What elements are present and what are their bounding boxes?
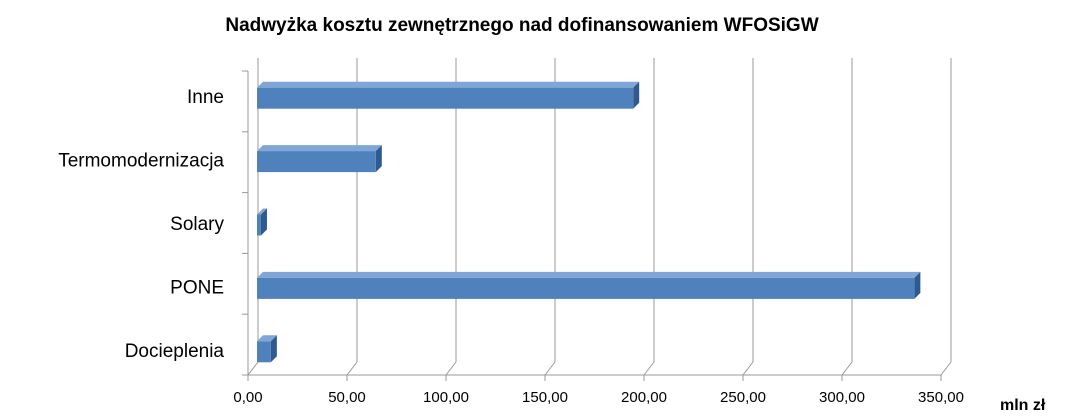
- bar-front: [257, 214, 261, 236]
- y-tick-label: PONE: [170, 277, 224, 298]
- y-tick-label: Termomodernizacja: [58, 151, 224, 172]
- grid-line: [940, 361, 952, 376]
- x-tick-label: 200,00: [621, 389, 667, 406]
- x-tick-label: 150,00: [522, 389, 568, 406]
- bar: [257, 335, 277, 363]
- bar-top: [257, 335, 277, 342]
- grid-line: [742, 361, 754, 376]
- y-tick-label: Solary: [170, 214, 224, 235]
- bar: [257, 145, 382, 173]
- grid-line: [643, 361, 655, 376]
- grid-line: [841, 361, 853, 376]
- bar-front: [257, 277, 915, 299]
- x-tick-label: 50,00: [328, 389, 366, 406]
- bar: [257, 81, 640, 109]
- x-tick-label: 100,00: [423, 389, 469, 406]
- bar-top: [257, 271, 921, 278]
- grid-line: [544, 361, 556, 376]
- bar-side: [270, 335, 277, 363]
- bar-top: [257, 145, 382, 152]
- bar-front: [257, 151, 376, 173]
- x-tick-label: 250,00: [720, 389, 766, 406]
- chart-title: Nadwyżka kosztu zewnętrznego nad dofinan…: [225, 15, 818, 36]
- x-axis-label: mln zł: [1000, 397, 1046, 414]
- grid-line: [247, 361, 259, 376]
- bar-top: [257, 81, 640, 88]
- x-tick-label: 350,00: [918, 389, 964, 406]
- bar-front: [257, 87, 634, 109]
- bar-side: [633, 81, 640, 109]
- grid-line: [445, 361, 457, 376]
- y-tick-label: Inne: [187, 87, 224, 108]
- bar-top: [257, 208, 267, 215]
- grid-line: [346, 361, 358, 376]
- bar: [257, 208, 267, 236]
- bar-front: [257, 341, 271, 363]
- x-tick-label: 300,00: [819, 389, 865, 406]
- bar: [257, 271, 921, 299]
- x-tick-label: 0,00: [233, 389, 262, 406]
- bar-side: [914, 271, 921, 299]
- bar-side: [375, 145, 382, 173]
- y-tick-label: Docieplenia: [125, 341, 225, 362]
- bar-side: [260, 208, 267, 236]
